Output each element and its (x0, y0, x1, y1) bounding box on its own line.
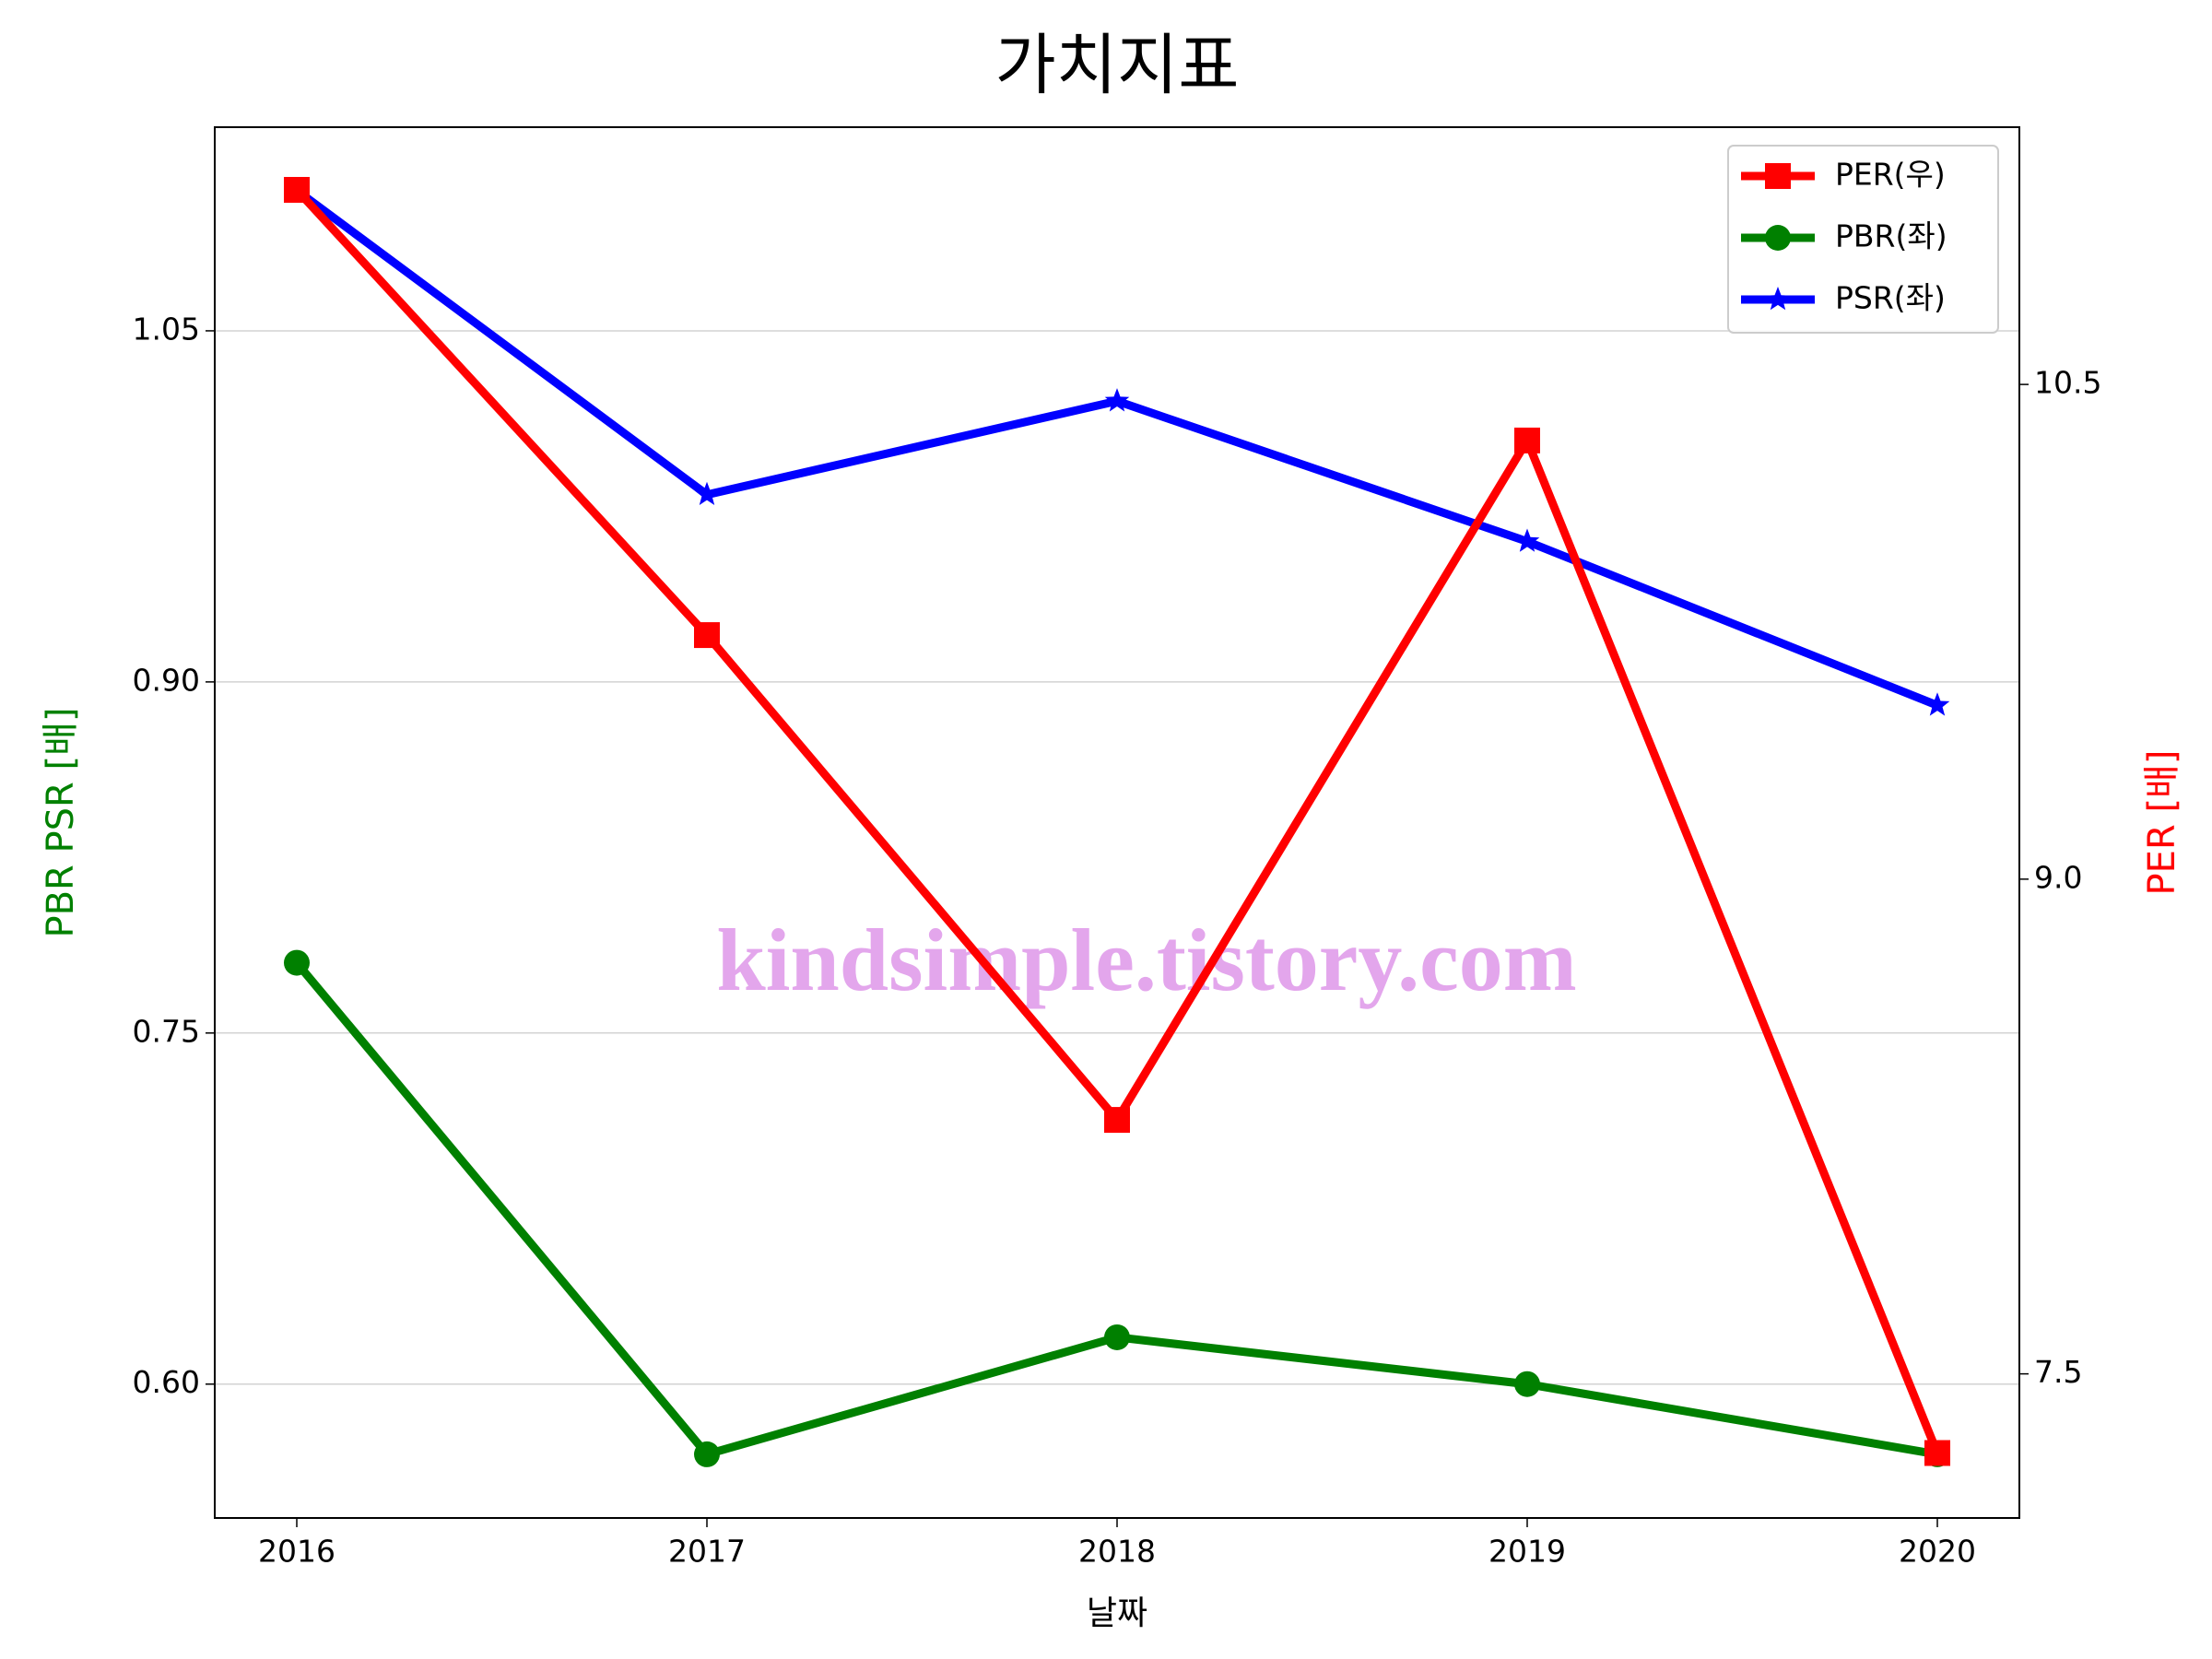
chart-title: 가치지표 (995, 27, 1240, 104)
marker (1104, 388, 1130, 412)
legend-marker (1765, 225, 1791, 251)
x-tick-label: 2019 (1488, 1534, 1566, 1570)
marker (1924, 1440, 1950, 1466)
marker (694, 622, 720, 649)
x-tick-label: 2018 (1078, 1534, 1156, 1570)
legend-label: PSR(좌) (1835, 280, 1946, 316)
y2-tick-label: 7.5 (2034, 1354, 2082, 1390)
y2-tick-label: 9.0 (2034, 859, 2082, 895)
y2-tick-label: 10.5 (2034, 365, 2101, 401)
marker (694, 1441, 720, 1467)
legend-marker (1765, 163, 1791, 189)
marker (1104, 1324, 1130, 1350)
x-tick-label: 2020 (1899, 1534, 1976, 1570)
y-tick-label: 0.60 (133, 1364, 200, 1400)
marker (1514, 528, 1540, 552)
y-tick-label: 0.90 (133, 662, 200, 698)
legend-marker (1765, 287, 1791, 311)
plot-frame (214, 126, 2020, 1519)
marker (694, 481, 720, 505)
x-tick-label: 2016 (258, 1534, 335, 1570)
y2-axis-label: PER [배] (2141, 750, 2183, 896)
legend: PER(우) PBR(좌) PSR(좌) (1727, 145, 1999, 334)
marker (284, 176, 310, 203)
y-axis-label: PBR PSR [배] (40, 707, 82, 937)
marker (1514, 1371, 1540, 1397)
y-tick-label: 0.75 (133, 1013, 200, 1049)
marker (1924, 692, 1950, 716)
marker (1104, 1107, 1130, 1134)
marker (284, 949, 310, 976)
y-tick-label: 1.05 (133, 311, 200, 347)
legend-box (1727, 145, 1999, 334)
legend-label: PBR(좌) (1835, 218, 1947, 254)
x-tick-label: 2017 (668, 1534, 746, 1570)
marker (1514, 427, 1540, 453)
x-axis-label: 날짜 (1087, 1594, 1147, 1632)
watermark: kindsimple.tistory.com (716, 911, 1576, 1009)
legend-label: PER(우) (1835, 157, 1946, 193)
